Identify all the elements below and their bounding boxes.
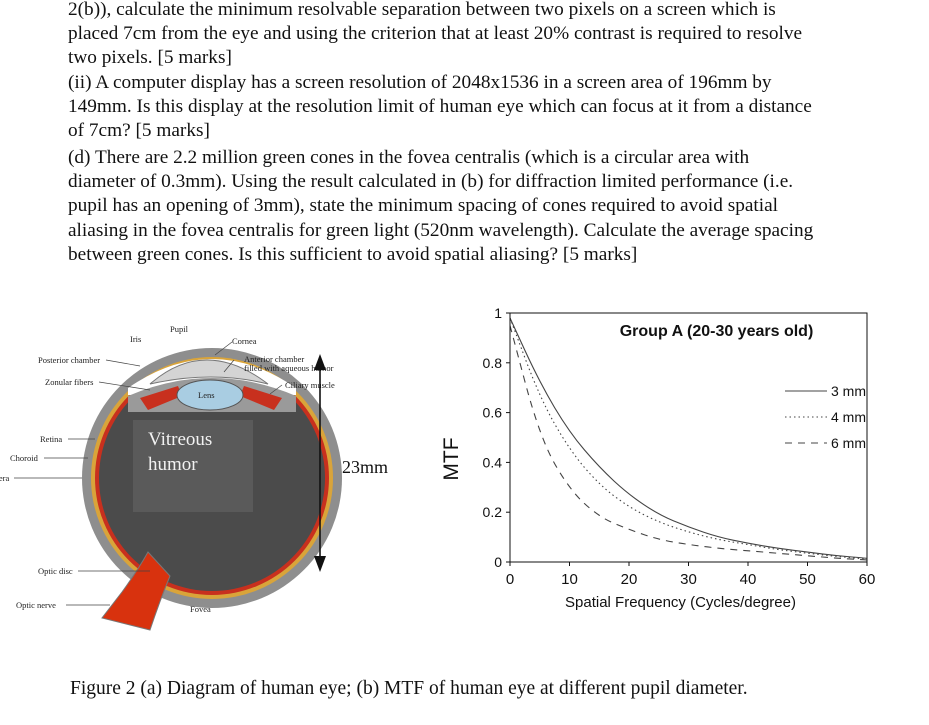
chart-series bbox=[509, 317, 868, 561]
retina-label: Retina bbox=[40, 434, 62, 444]
ciliary-muscle-label: Ciliary muscle bbox=[285, 380, 335, 390]
vitreous-label: Vitreous bbox=[148, 429, 212, 450]
anterior-chamber-label: filled with aqueous humor bbox=[244, 363, 334, 373]
sclera-label: Sclera bbox=[0, 473, 9, 483]
y-tick-label: 0.4 bbox=[483, 454, 503, 470]
question-part-d: (d) There are 2.2 million green cones in… bbox=[68, 146, 914, 267]
pupil-label: Pupil bbox=[170, 324, 189, 334]
text-line: 149mm. Is this display at the resolution… bbox=[68, 96, 812, 118]
x-tick-label: 40 bbox=[740, 571, 757, 588]
zonular-fibers-label: Zonular fibers bbox=[45, 377, 93, 387]
posterior-chamber-label: Posterior chamber bbox=[38, 355, 100, 365]
figure-caption: Figure 2 (a) Diagram of human eye; (b) M… bbox=[70, 678, 748, 699]
y-tick-label: 0.8 bbox=[483, 355, 503, 371]
optic-nerve-shape bbox=[101, 551, 171, 631]
x-tick-label: 50 bbox=[799, 571, 816, 588]
text-line: of 7cm? [5 marks] bbox=[68, 120, 210, 142]
text-line: (d) There are 2.2 million green cones in… bbox=[68, 147, 750, 168]
x-tick-label: 0 bbox=[506, 571, 514, 588]
text-line: aliasing in the fovea centralis for gree… bbox=[68, 219, 814, 241]
vitreous-label-box bbox=[133, 420, 253, 512]
text-line: two pixels. [5 marks] bbox=[68, 47, 232, 69]
mtf-chart: MTF 00.20.40.60.810 10 20 30 40 50 60 Group A … bbox=[440, 305, 876, 611]
x-tick-label: 60 bbox=[859, 571, 876, 588]
y-tick-label: 0 bbox=[494, 554, 502, 570]
fovea-label: Fovea bbox=[190, 604, 211, 614]
legend-label: 4 mm bbox=[831, 409, 866, 425]
lens-label: Lens bbox=[198, 390, 215, 400]
chart-frame bbox=[509, 312, 868, 563]
cornea-shape bbox=[149, 359, 269, 385]
series-line-4-mm bbox=[509, 317, 868, 560]
question-part-ii: (ii) A computer display has a screen res… bbox=[68, 71, 914, 144]
x-tick-label: 20 bbox=[621, 571, 638, 588]
dimension-label: 23mm bbox=[342, 457, 388, 477]
y-tick-label: 0.6 bbox=[483, 405, 503, 421]
chart-ylabel: MTF bbox=[440, 437, 463, 480]
lens-shape bbox=[176, 379, 244, 411]
y-tick-label: 1 bbox=[494, 305, 502, 321]
text-line: pupil has an opening of 3mm), state the … bbox=[68, 195, 779, 217]
optic-nerve-label: Optic nerve bbox=[16, 600, 56, 610]
series-line-6-mm bbox=[509, 325, 868, 561]
legend-label: 3 mm bbox=[831, 383, 866, 399]
anterior-chamber-label: Anterior chamber bbox=[244, 354, 304, 364]
legend-label: 6 mm bbox=[831, 435, 866, 451]
text-line: between green cones. Is this sufficient … bbox=[68, 243, 638, 265]
chart-xlabel: Spatial Frequency (Cycles/degree) bbox=[565, 594, 796, 611]
y-tick-label: 0.2 bbox=[483, 504, 503, 520]
choroid-label: Choroid bbox=[10, 453, 39, 463]
text-line: 2(b)), calculate the minimum resolvable … bbox=[68, 0, 776, 20]
text-line: (ii) A computer display has a screen res… bbox=[68, 72, 772, 93]
question-part-b-continued: 2(b)), calculate the minimum resolvable … bbox=[68, 0, 914, 71]
x-tick-label: 10 bbox=[561, 571, 578, 588]
ciliary-muscle-left bbox=[140, 386, 182, 410]
series-line-3-mm bbox=[509, 317, 868, 559]
dimension-arrow bbox=[314, 354, 326, 572]
text-line: diameter of 0.3mm). Using the result cal… bbox=[68, 171, 794, 193]
cornea-label: Cornea bbox=[232, 336, 257, 346]
chart-axes: 00.20.40.60.810 10 20 30 40 50 60 bbox=[483, 305, 876, 588]
vitreous-label: humor bbox=[148, 454, 198, 475]
text-line: placed 7cm from the eye and using the cr… bbox=[68, 23, 803, 45]
chart-title: Group A (20-30 years old) bbox=[620, 323, 814, 340]
leader-lines bbox=[14, 341, 283, 606]
optic-disc-label: Optic disc bbox=[38, 566, 73, 576]
iris-label: Iris bbox=[130, 334, 141, 344]
chart-legend: 3 mm 4 mm 6 mm bbox=[785, 383, 866, 451]
x-tick-label: 30 bbox=[680, 571, 697, 588]
eye-diagram: Vitreous humor Iris Pupil Cornea Anterio… bbox=[0, 324, 388, 631]
ciliary-muscle-right bbox=[240, 386, 282, 410]
